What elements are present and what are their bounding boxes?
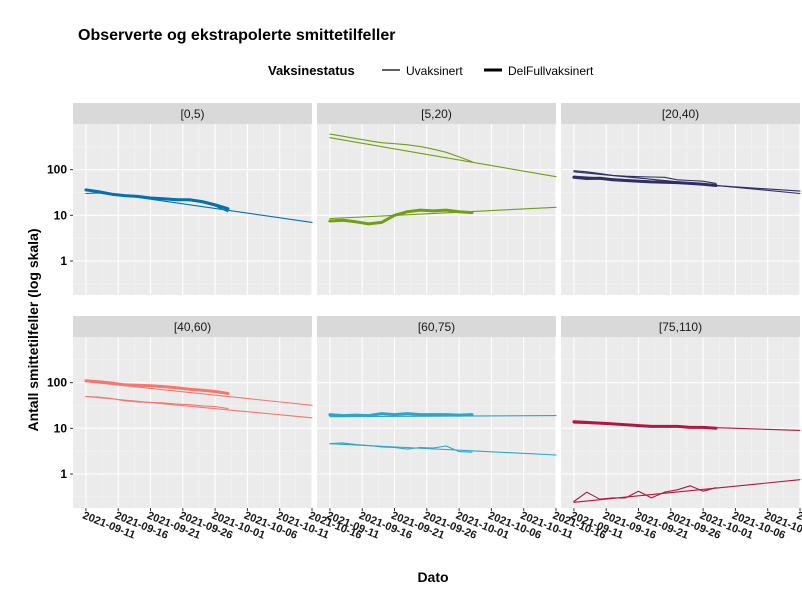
- series-line-uvaksinert-extrapolated: [85, 395, 313, 419]
- facet-strip-label: [20,40): [662, 107, 699, 121]
- series-line-uvaksinert-extrapolated: [85, 189, 313, 223]
- series-line-uvaksinert-extrapolated: [329, 137, 557, 178]
- facet-panel: [60,75): [317, 316, 557, 508]
- series-line-delfullvaksinert-extrapolated: [573, 422, 801, 431]
- panel-background: [317, 337, 556, 508]
- facet-panel: [75,110): [561, 316, 801, 508]
- series-line-uvaksinert-observed: [329, 133, 473, 163]
- facet-panel: [20,40): [561, 103, 801, 295]
- series-line-delfullvaksinert-observed: [84, 379, 230, 395]
- facet-strip: [73, 316, 312, 337]
- facet-strip: [561, 103, 800, 124]
- series-line-delfullvaksinert-extrapolated: [85, 381, 313, 406]
- x-axis-title: Dato: [417, 569, 448, 585]
- legend-label-delfullvaksinert: DelFullvaksinert: [508, 64, 594, 78]
- facet-strip-label: [75,110): [659, 320, 702, 334]
- series-line-uvaksinert-extrapolated: [573, 479, 801, 503]
- chart-title: Observerte og ekstrapolerte smittetilfel…: [78, 27, 395, 44]
- panel-background: [73, 337, 312, 508]
- series-line-delfullvaksinert-extrapolated: [573, 175, 801, 192]
- facet-strip-label: [0,5): [180, 107, 204, 121]
- series-line-uvaksinert-extrapolated: [329, 443, 557, 456]
- y-tick-label: 1: [60, 467, 67, 481]
- series-line-delfullvaksinert-extrapolated: [329, 206, 557, 220]
- y-tick-label: 10: [54, 421, 68, 435]
- facet-panel: [0,5): [73, 103, 313, 295]
- facet-strip: [73, 103, 312, 124]
- facet-strip-label: [40,60): [174, 320, 211, 334]
- series-line-uvaksinert-observed: [329, 442, 473, 453]
- legend-label-uvaksinert: Uvaksinert: [406, 64, 463, 78]
- series-line-delfullvaksinert-observed: [328, 208, 474, 226]
- series-line-uvaksinert-extrapolated: [573, 171, 801, 195]
- panel-background: [73, 124, 312, 295]
- panel-background: [561, 124, 800, 295]
- facet-panels: [0,5) [5,20) [20,40) [40,60) [60,75) [75,110): [73, 103, 801, 508]
- series-line-delfullvaksinert-extrapolated: [329, 415, 557, 418]
- y-axis-title: Antall smittetilfeller (log skala): [25, 228, 41, 431]
- legend-title: Vaksinestatus: [268, 63, 355, 78]
- facet-strip: [561, 316, 800, 337]
- series-line-delfullvaksinert-observed: [328, 412, 474, 418]
- y-tick-labels: 1 10 100 1 10 100: [47, 163, 73, 481]
- y-tick-label: 10: [54, 208, 68, 222]
- facet-strip-label: [5,20): [421, 107, 452, 121]
- y-tick-label: 1: [60, 254, 67, 268]
- series-line-uvaksinert-observed: [573, 485, 717, 503]
- facet-strip-label: [60,75): [418, 320, 455, 334]
- facet-strip: [317, 103, 556, 124]
- y-tick-label: 100: [47, 376, 67, 390]
- series-line-uvaksinert-observed: [573, 170, 717, 184]
- y-tick-label: 100: [47, 163, 67, 177]
- facet-panel: [40,60): [73, 316, 313, 508]
- legend: Vaksinestatus Uvaksinert DelFullvaksiner…: [268, 63, 594, 78]
- facet-strip: [317, 316, 556, 337]
- facet-panel: [5,20): [317, 103, 557, 295]
